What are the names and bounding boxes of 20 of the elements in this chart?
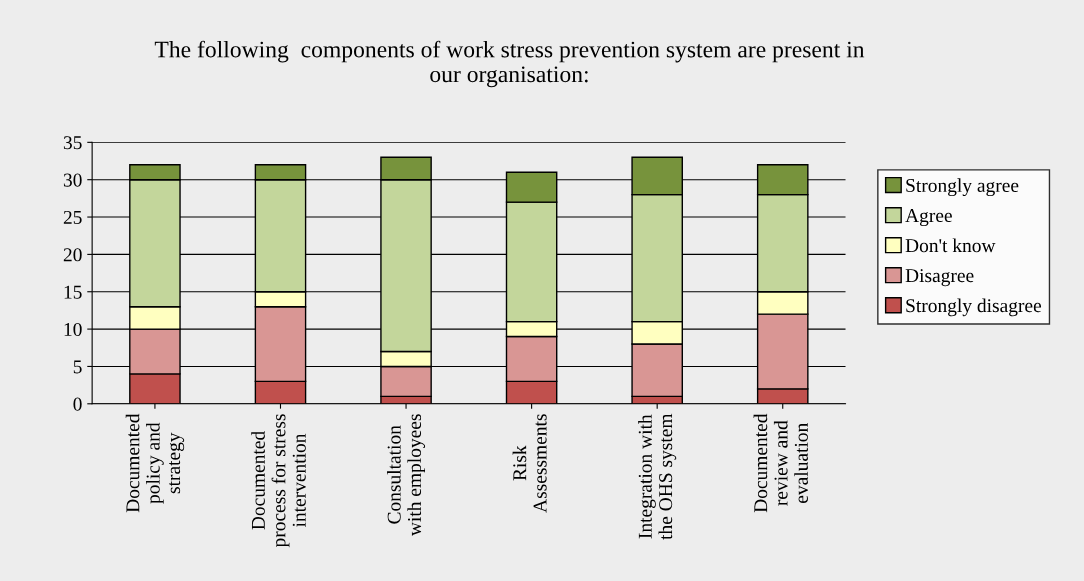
x-tick-label: Documented policy and strategy bbox=[125, 413, 185, 513]
x-tick-label: Risk Assessments bbox=[512, 414, 547, 513]
legend-label: Don't know bbox=[905, 238, 996, 253]
x-tick-label: Consultation with employees bbox=[387, 414, 426, 537]
legend-label: Strongly disagree bbox=[906, 298, 1042, 317]
chart-title: The following components of work stress prevention system are present in our organisation: bbox=[154, 40, 865, 88]
x-tick-label: Integration with the OHS system bbox=[638, 413, 677, 540]
y-tick-label: 0 bbox=[73, 397, 82, 411]
y-tick-label: 5 bbox=[73, 360, 82, 374]
y-tick-label: 20 bbox=[63, 248, 82, 262]
y-tick-label: 15 bbox=[64, 285, 82, 299]
y-tick-label: 35 bbox=[63, 136, 82, 150]
x-tick-label: Documented review and evaluation bbox=[753, 413, 808, 513]
legend-label: Disagree bbox=[905, 269, 974, 287]
legend-label: Agree bbox=[905, 209, 952, 227]
x-tick-label: Documented process for stress intervention bbox=[251, 414, 306, 548]
y-tick-label: 25 bbox=[63, 210, 82, 224]
y-tick-label: 10 bbox=[64, 322, 82, 337]
y-tick-label: 30 bbox=[63, 173, 82, 187]
legend-label: Strongly agree bbox=[906, 178, 1019, 197]
